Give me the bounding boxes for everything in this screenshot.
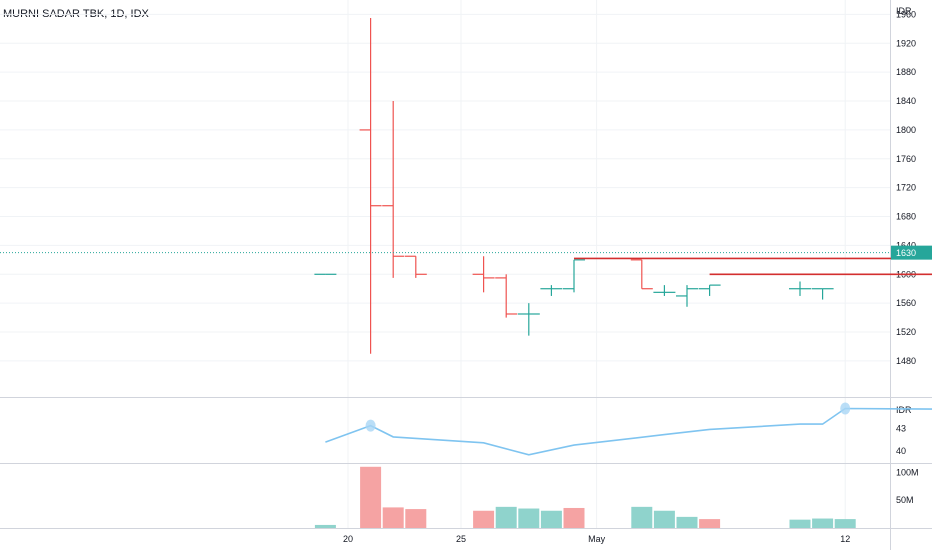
price-axis-tick-label: 1680 <box>896 212 916 222</box>
volume-bar <box>540 510 562 528</box>
indicator-line <box>325 407 932 456</box>
volume-axis-tick-label: 100M <box>896 467 919 477</box>
volume-bar <box>631 506 653 528</box>
indicator-marker <box>365 419 376 432</box>
price-axis-tick-label: 1800 <box>896 125 916 135</box>
volume-bar <box>699 519 721 528</box>
volume-bar <box>405 509 427 528</box>
price-axis-tick-label: 1640 <box>896 240 916 250</box>
current-price-label: 1630 <box>896 248 916 258</box>
price-axis-tick-label: 1840 <box>896 96 916 106</box>
indicator-axis-tick-label: 43 <box>896 424 906 434</box>
price-axis-currency-label: IDR <box>896 6 912 16</box>
volume-bar <box>382 507 404 528</box>
time-axis-tick-label: 12 <box>840 534 850 544</box>
volume-bar <box>360 466 382 528</box>
volume-bar <box>653 510 675 528</box>
indicator-axis-tick-label: 40 <box>896 446 906 456</box>
volume-bar <box>495 506 517 528</box>
price-axis-tick-label: 1880 <box>896 67 916 77</box>
volume-bar <box>812 518 834 528</box>
indicator-marker <box>840 402 851 415</box>
time-axis-tick-label: May <box>588 534 606 544</box>
volume-axis-tick-label: 50M <box>896 495 914 505</box>
price-axis-tick-label: 1720 <box>896 183 916 193</box>
volume-bar <box>473 510 495 528</box>
price-axis-tick-label: 1520 <box>896 327 916 337</box>
price-axis-tick-label: 1960 <box>896 9 916 19</box>
time-axis-tick-label: 25 <box>456 534 466 544</box>
volume-bar <box>518 508 540 528</box>
time-axis-tick-label: 20 <box>343 534 353 544</box>
indicator-axis-currency-label: IDR <box>896 405 912 415</box>
price-axis-tick-label: 1480 <box>896 356 916 366</box>
price-axis-tick-label: 1920 <box>896 38 916 48</box>
volume-bar <box>834 519 856 528</box>
volume-bar <box>789 519 811 528</box>
price-axis-tick-label: 1560 <box>896 298 916 308</box>
price-axis-tick-label: 1760 <box>896 154 916 164</box>
volume-bar <box>563 507 585 528</box>
volume-bar <box>314 524 336 528</box>
volume-bar <box>676 516 698 528</box>
current-price-badge <box>891 245 932 260</box>
